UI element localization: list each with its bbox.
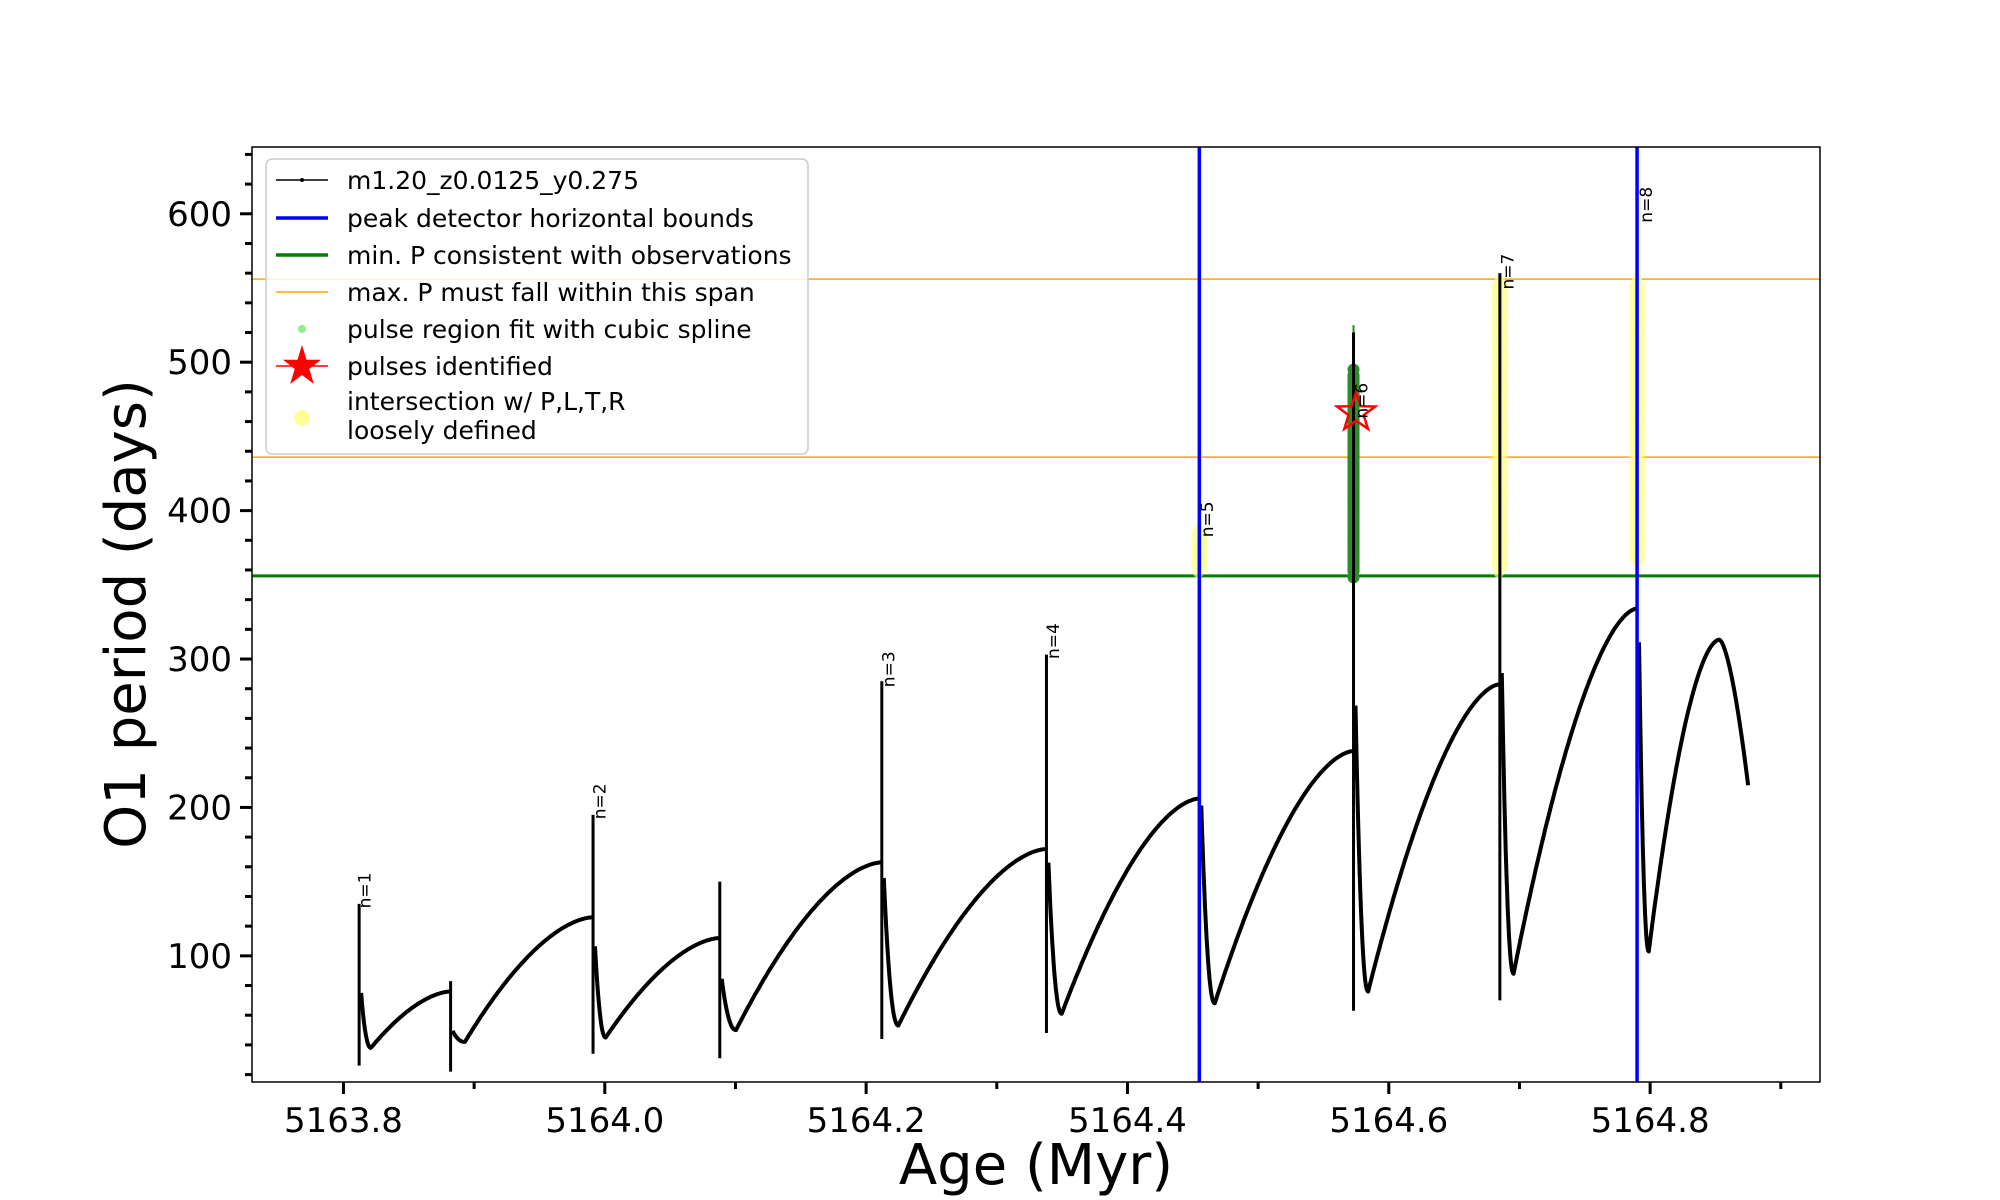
cycle-curve (359, 989, 452, 1050)
y-tick-label: 100 (167, 937, 232, 977)
legend-label-intersection: intersection w/ P,L,T,R (347, 387, 626, 416)
y-tick-label: 600 (167, 195, 232, 235)
x-tick-label: 5164.2 (807, 1101, 926, 1141)
legend-item-intersection: intersection w/ P,L,T,R loosely defined (294, 387, 626, 445)
legend-label-pulses: pulses identified (347, 352, 553, 381)
x-tick-label: 5163.8 (284, 1101, 403, 1141)
cycle-5 (880, 681, 1047, 1039)
legend-label-intersection-line2: loosely defined (347, 416, 537, 445)
cycle-10 (1635, 213, 1751, 993)
legend-star-icon (283, 345, 321, 384)
legend: m1.20_z0.0125_y0.275 peak detector horiz… (265, 158, 809, 455)
pulse-labels: n=1 n=2 n=3 n=4 n=5 n=6 n=7 n=8 (355, 187, 1657, 909)
cycle-curve (593, 936, 721, 1040)
cycle-7 (1197, 540, 1354, 1023)
cycle-curve (881, 847, 1047, 1028)
x-tick-label: 5164.4 (1068, 1101, 1187, 1141)
cycle-6 (1044, 654, 1200, 1034)
cycle-1 (357, 903, 452, 1066)
y-tick-label: 400 (167, 492, 232, 532)
pulse-star-icon (1333, 388, 1379, 432)
legend-item-pulses: pulses identified (276, 345, 553, 384)
cycle-curve (1199, 749, 1354, 1006)
cycle-8 (1352, 332, 1501, 1011)
legend-item-model: m1.20_z0.0125_y0.275 (276, 166, 639, 195)
cycle-curve (1046, 796, 1200, 1016)
pulse-label-2: n=2 (591, 783, 611, 819)
plot-frame (251, 146, 1821, 1083)
y-axis-title: O1 period (days) (94, 379, 159, 849)
axis-ticks: 5163.8 5164.0 5164.2 5164.4 5164.6 5164.8 100 2… (167, 152, 1783, 1141)
legend-label-min-period: min. P consistent with observations (347, 241, 792, 270)
cycle-curve (1637, 637, 1751, 954)
pulse-label-6: n=6 (1352, 383, 1372, 419)
legend-item-max-period: max. P must fall within this span (276, 278, 755, 307)
cycle-curve (450, 915, 594, 1044)
x-tick-label: 5164.0 (545, 1101, 664, 1141)
cycle-curve (719, 860, 883, 1033)
legend-label-model: m1.20_z0.0125_y0.275 (347, 166, 639, 195)
legend-box (265, 158, 809, 455)
y-tick-label: 200 (167, 788, 232, 828)
pulse-label-4: n=4 (1044, 623, 1064, 659)
pulse-label-8: n=8 (1637, 187, 1657, 223)
pulse-label-5: n=5 (1198, 501, 1218, 537)
x-tick-label: 5164.6 (1329, 1101, 1448, 1141)
legend-item-peak-detector: peak detector horizontal bounds (276, 204, 754, 233)
cycle-9 (1498, 273, 1638, 1001)
x-axis-title: Age (Myr) (899, 1133, 1173, 1198)
legend-marker-dot (300, 178, 304, 182)
x-tick-label: 5164.8 (1591, 1101, 1710, 1141)
legend-item-min-period: min. P consistent with observations (276, 241, 792, 270)
legend-intersection-dot (294, 410, 310, 426)
plot-area (252, 147, 1820, 1082)
legend-label-max-period: max. P must fall within this span (347, 278, 755, 307)
cycle-curve (1499, 606, 1638, 976)
cycle-curve (1353, 682, 1501, 994)
y-tick-label: 500 (167, 343, 232, 383)
legend-label-spline: pulse region fit with cubic spline (347, 315, 752, 344)
legend-spline-dot (298, 325, 306, 333)
cycle-2 (449, 915, 594, 1072)
legend-item-spline: pulse region fit with cubic spline (298, 315, 752, 344)
pulse-label-1: n=1 (355, 873, 375, 909)
pulse-label-7: n=7 (1499, 254, 1519, 290)
pulse-label-3: n=3 (879, 651, 899, 687)
legend-label-peak-detector: peak detector horizontal bounds (347, 204, 754, 233)
cycle-3 (591, 814, 721, 1054)
cycle-4 (718, 860, 883, 1059)
y-tick-label: 300 (167, 640, 232, 680)
